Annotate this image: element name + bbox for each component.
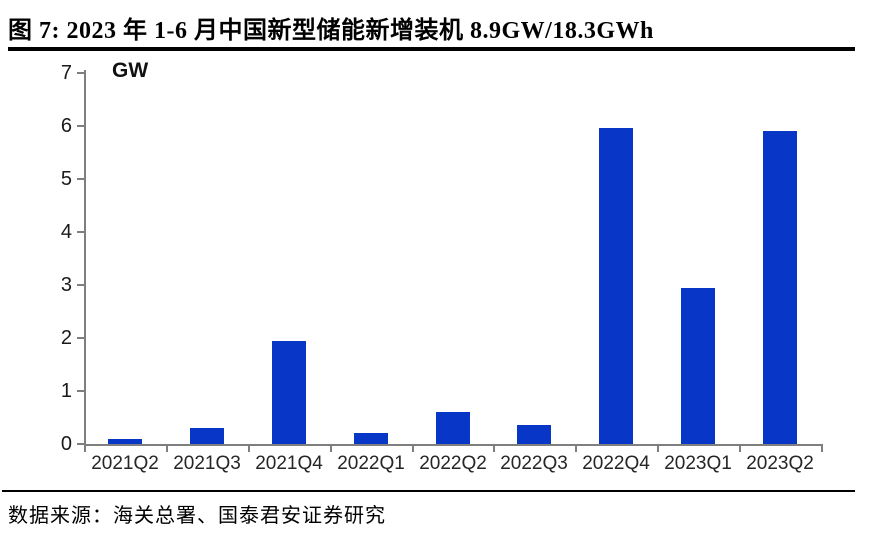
y-axis-tick-mark <box>77 443 85 445</box>
y-axis-tick-label: 6 <box>60 115 72 137</box>
x-axis-tick-mark <box>165 446 168 452</box>
bar-2022Q1 <box>354 433 388 444</box>
y-axis-tick-mark <box>77 337 85 339</box>
x-axis-tick-mark <box>411 446 414 452</box>
x-axis-tick-mark <box>575 446 578 452</box>
x-axis-tick-mark <box>493 446 496 452</box>
y-axis-unit-label: GW <box>112 59 149 82</box>
x-axis-category-label: 2022Q4 <box>582 453 650 474</box>
bar-2023Q1 <box>681 288 715 444</box>
y-axis-tick-mark <box>77 125 85 127</box>
y-axis-tick-label: 1 <box>60 380 72 402</box>
x-axis-category-label: 2023Q1 <box>664 453 732 474</box>
y-axis-tick-mark <box>77 72 85 74</box>
y-axis-tick-mark <box>77 390 85 392</box>
x-axis-tick-mark <box>821 446 823 452</box>
x-axis-line <box>84 444 823 446</box>
y-axis-tick-mark <box>77 178 85 180</box>
bar-2021Q2 <box>108 439 142 444</box>
x-axis-tick-mark <box>247 446 250 452</box>
x-axis-category-label: 2023Q2 <box>746 453 814 474</box>
figure-title: 图 7: 2023 年 1-6 月中国新型储能新增装机 8.9GW/18.3GW… <box>8 18 654 44</box>
x-axis-category-label: 2022Q2 <box>419 453 487 474</box>
x-axis-category-label: 2021Q3 <box>173 453 241 474</box>
bar-2022Q2 <box>436 412 470 444</box>
y-axis-tick-mark <box>77 231 85 233</box>
y-axis-tick-label: 7 <box>60 62 72 84</box>
y-axis-tick-mark <box>77 284 85 286</box>
x-axis-category-label: 2022Q3 <box>500 453 568 474</box>
x-axis-tick-mark <box>739 446 742 452</box>
x-axis-category-label: 2021Q2 <box>91 453 159 474</box>
bar-2021Q4 <box>272 341 306 444</box>
x-axis-category-label: 2022Q1 <box>337 453 405 474</box>
y-axis-tick-label: 2 <box>60 327 72 349</box>
bar-2022Q4 <box>599 128 633 444</box>
y-axis-tick-label: 3 <box>60 274 72 296</box>
title-underline <box>8 47 855 51</box>
x-axis-tick-mark <box>657 446 660 452</box>
y-axis-tick-label: 4 <box>60 221 72 243</box>
y-axis-tick-label: 5 <box>60 168 72 190</box>
x-axis-tick-mark <box>84 446 86 452</box>
bar-2021Q3 <box>190 428 224 444</box>
x-axis-category-label: 2021Q4 <box>255 453 323 474</box>
y-axis-tick-label: 0 <box>60 433 72 455</box>
x-axis-tick-mark <box>329 446 332 452</box>
footer-divider <box>2 490 855 492</box>
data-source-note: 数据来源：海关总署、国泰君安证券研究 <box>8 505 386 527</box>
bar-2023Q2 <box>763 131 797 444</box>
y-axis-line <box>84 70 86 446</box>
bar-2022Q3 <box>517 425 551 444</box>
